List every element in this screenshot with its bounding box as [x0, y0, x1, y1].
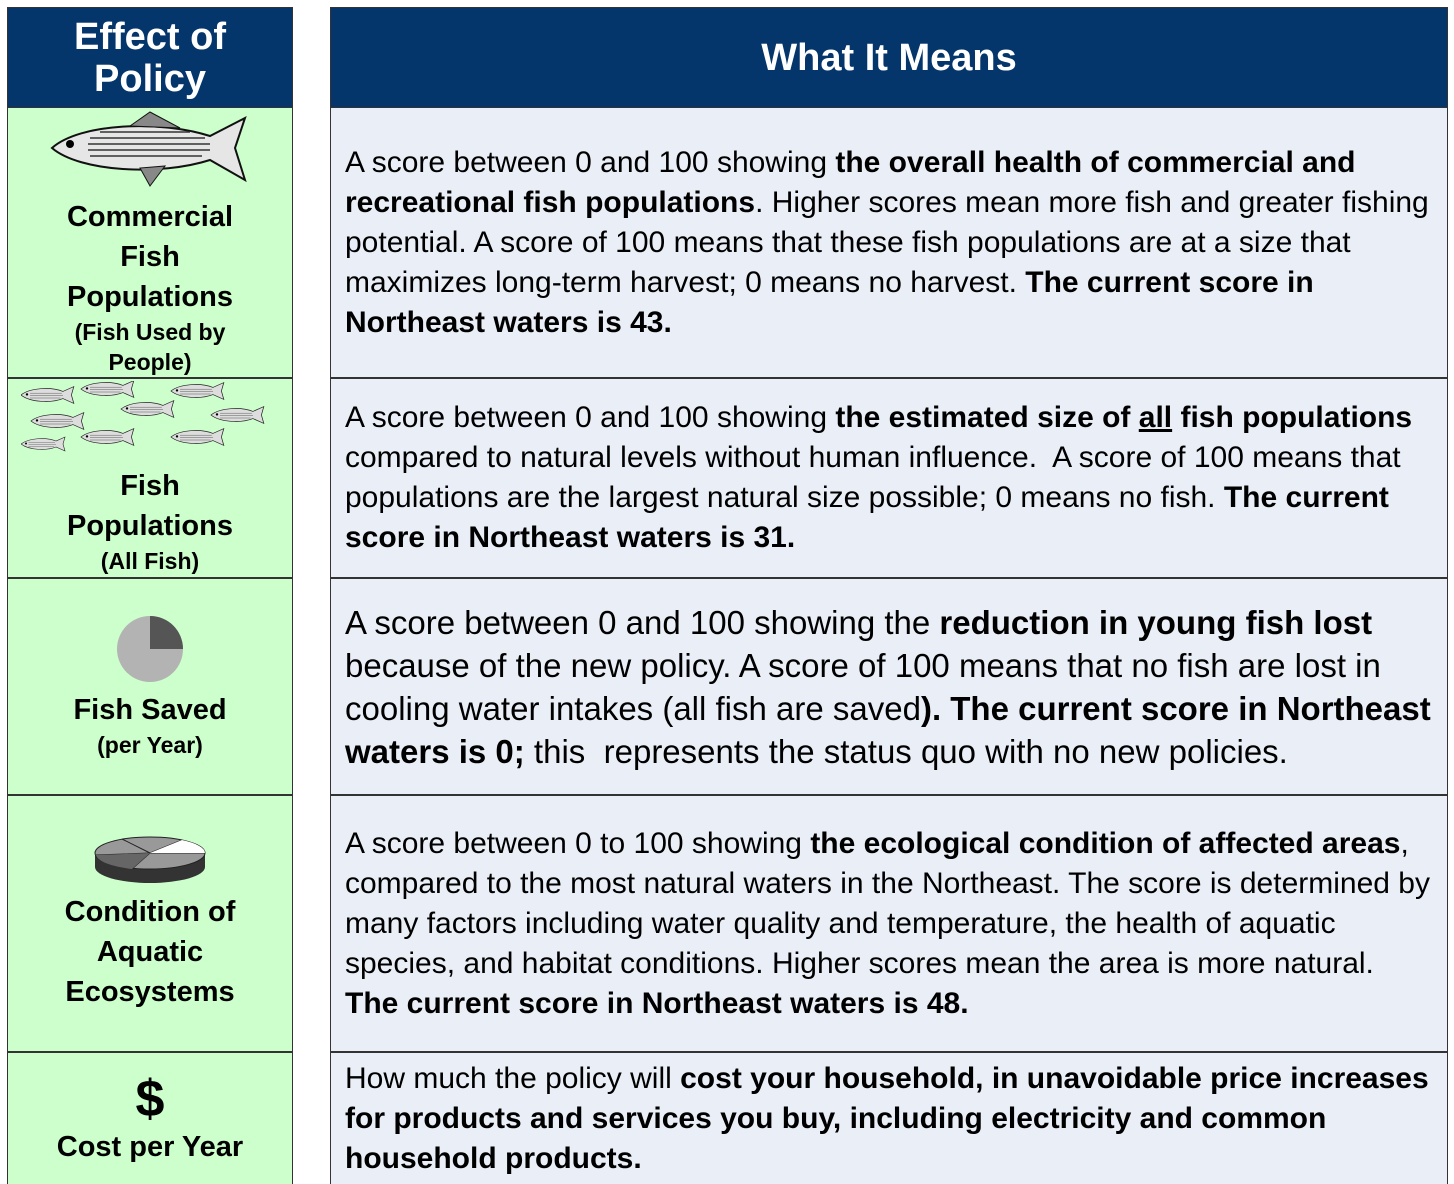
description-segment: cost your household, in unavoidable pric…: [345, 1062, 1438, 1175]
policy-sublabel: (All Fish): [100, 547, 200, 574]
header-text: Effect of Policy: [74, 15, 226, 100]
meaning-cell: How much the policy will cost your house…: [330, 1052, 1448, 1184]
description-segment: ). The current score in Northeast waters…: [345, 689, 1440, 770]
icon: [114, 613, 186, 690]
policy-label: Fish Saved: [73, 694, 227, 726]
policy-label: Condition of Aquatic Ecosystems: [64, 896, 236, 1008]
description-segment: all: [1138, 401, 1173, 434]
description-segment: The current score in Northeast waters is…: [345, 481, 1398, 554]
policy-cell: Commercial Fish Populations (Fish Used by…: [7, 107, 293, 378]
description-segment: How much the policy will: [345, 1062, 681, 1095]
description-segment: A score between 0 and 100 showing: [345, 145, 836, 179]
policy-cell: Fish Populations (All Fish): [7, 378, 293, 578]
description-segment: reduction in young fish lost: [939, 603, 1373, 641]
policy-sublabel: (Fish Used by People): [74, 319, 226, 375]
description-segment: The current score in Northeast waters is…: [345, 265, 1323, 339]
description: A score between 0 to 100 showing the eco…: [345, 824, 1433, 1024]
policy-label: Commercial Fish Populations: [66, 201, 233, 313]
policy-cell: $ Cost per Year: [7, 1052, 293, 1184]
description: A score between 0 and 100 showing the ov…: [345, 143, 1433, 343]
icon-text: $: [135, 1070, 165, 1128]
description-segment: A score between 0 and 100 showing the: [345, 603, 940, 641]
description-segment: The current score in Northeast waters is…: [345, 986, 969, 1020]
meaning-cell: A score between 0 and 100 showing the ov…: [330, 107, 1448, 378]
policy-label: Fish Populations: [67, 469, 233, 542]
header-effect: Effect of Policy: [7, 7, 293, 108]
description: How much the policy will cost your house…: [345, 1059, 1433, 1179]
description: A score between 0 and 100 showing the es…: [345, 398, 1433, 558]
description-segment: compared to natural levels without human…: [345, 401, 1421, 514]
header-meaning: What It Means: [330, 7, 1448, 108]
description-segment: , compared to the most natural waters in…: [345, 826, 1439, 980]
icon: [20, 379, 279, 466]
policy-cell: Condition of Aquatic Ecosystems: [7, 795, 293, 1052]
icon: [92, 835, 208, 892]
description-segment: the estimated size of: [835, 401, 1139, 434]
policy-cell: Fish Saved (per Year): [7, 578, 293, 795]
description-segment: because of the new policy. A score of 10…: [345, 603, 1391, 727]
description-segment: A score between 0 to 100 showing: [345, 826, 811, 860]
description-segment: this represents the status quo with no n…: [524, 732, 1288, 770]
description-segment: fish populations: [1172, 401, 1413, 434]
description: A score between 0 and 100 showing the re…: [345, 601, 1433, 773]
meaning-cell: A score between 0 to 100 showing the eco…: [330, 795, 1448, 1052]
policy-label: Cost per Year: [56, 1131, 244, 1163]
description-segment: the ecological condition of affected are…: [810, 826, 1401, 860]
description-segment: the overall health of commercial and rec…: [345, 145, 1364, 219]
meaning-cell: A score between 0 and 100 showing the es…: [330, 378, 1448, 578]
description-segment: . Higher scores mean more fish and great…: [345, 185, 1438, 299]
icon: [50, 108, 250, 197]
description-segment: A score between 0 and 100 showing: [345, 401, 836, 434]
policy-sublabel: (per Year): [97, 732, 203, 758]
header-text: What It Means: [761, 36, 1017, 79]
meaning-cell: A score between 0 and 100 showing the re…: [330, 578, 1448, 795]
